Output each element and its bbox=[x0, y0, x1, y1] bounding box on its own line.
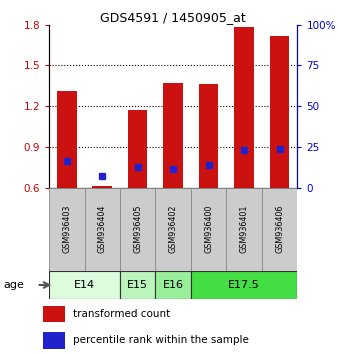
Bar bbox=[191, 271, 297, 299]
Text: GSM936404: GSM936404 bbox=[98, 205, 107, 253]
Bar bbox=[199, 85, 218, 188]
Text: percentile rank within the sample: percentile rank within the sample bbox=[73, 335, 249, 345]
Title: GDS4591 / 1450905_at: GDS4591 / 1450905_at bbox=[100, 11, 246, 24]
Text: GSM936406: GSM936406 bbox=[275, 205, 284, 253]
Bar bbox=[43, 306, 65, 322]
Bar bbox=[226, 188, 262, 271]
Bar bbox=[164, 83, 183, 188]
Text: E17.5: E17.5 bbox=[228, 280, 260, 290]
Bar bbox=[49, 271, 120, 299]
Bar bbox=[270, 36, 289, 188]
Bar bbox=[84, 188, 120, 271]
Bar bbox=[120, 188, 155, 271]
Text: GSM936401: GSM936401 bbox=[240, 205, 249, 253]
Text: E16: E16 bbox=[163, 280, 184, 290]
Bar bbox=[128, 110, 147, 188]
Bar bbox=[43, 332, 65, 348]
Bar bbox=[155, 271, 191, 299]
Text: E15: E15 bbox=[127, 280, 148, 290]
Text: GSM936403: GSM936403 bbox=[62, 205, 71, 253]
Text: GSM936400: GSM936400 bbox=[204, 205, 213, 253]
Bar bbox=[49, 188, 84, 271]
Bar bbox=[155, 188, 191, 271]
Bar bbox=[262, 188, 297, 271]
Bar bbox=[191, 188, 226, 271]
Bar bbox=[57, 91, 76, 188]
Bar bbox=[120, 271, 155, 299]
Bar bbox=[93, 185, 112, 188]
Bar bbox=[235, 28, 254, 188]
Text: GSM936402: GSM936402 bbox=[169, 205, 178, 253]
Text: age: age bbox=[3, 280, 24, 290]
Text: transformed count: transformed count bbox=[73, 309, 170, 319]
Text: E14: E14 bbox=[74, 280, 95, 290]
Text: GSM936405: GSM936405 bbox=[133, 205, 142, 253]
